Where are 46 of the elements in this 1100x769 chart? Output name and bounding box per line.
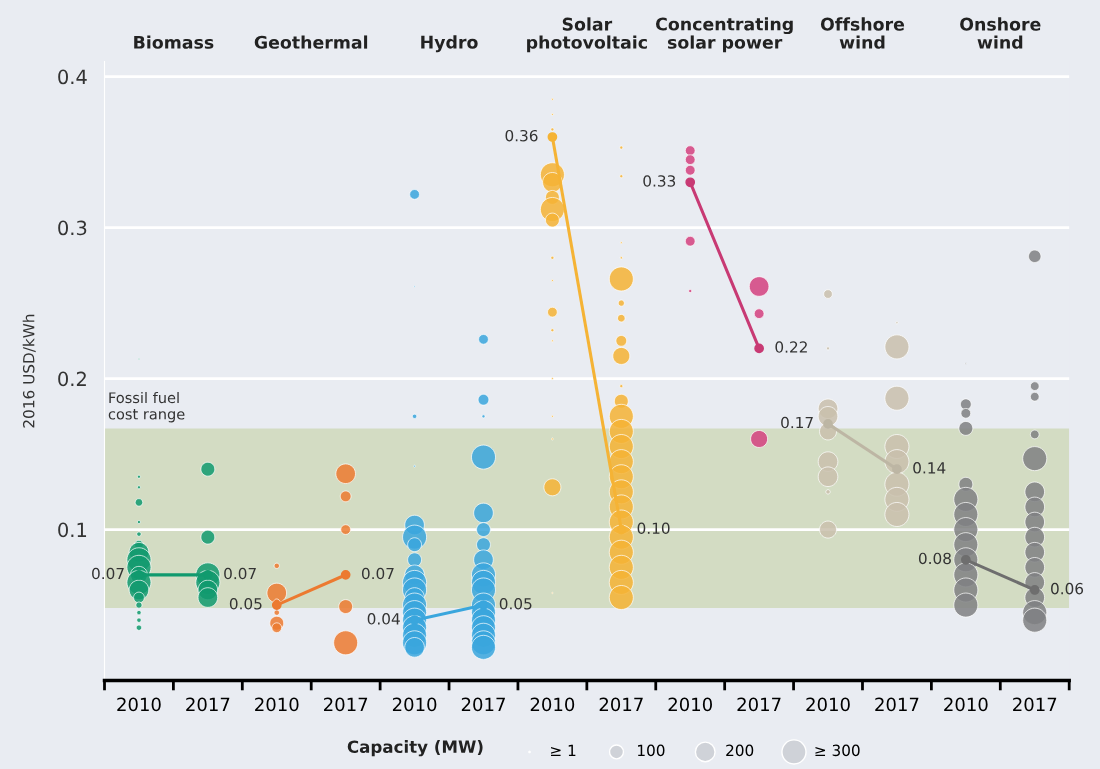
x-tick-label: 2010 <box>944 697 988 712</box>
data-label: 0.06 <box>1051 582 1084 595</box>
y-axis-title: 2016 USD/kWh <box>22 314 36 428</box>
x-tick-label: 2017 <box>324 697 368 712</box>
data-label: 0.33 <box>643 175 676 187</box>
x-tick-label: 2010 <box>806 697 850 712</box>
x-tick-label: 2010 <box>530 697 575 712</box>
text: Onshore wind <box>960 17 1041 49</box>
legend-label: 100 <box>638 744 665 757</box>
data-label: 0.22 <box>775 341 807 353</box>
data-label: 0.10 <box>637 522 670 535</box>
y-tick-label: 0.2 <box>58 371 86 387</box>
text: Solar photovoltaic <box>527 17 647 53</box>
x-tick-label: 2017 <box>186 697 230 712</box>
x-tick-label: 2017 <box>737 697 781 712</box>
y-tick-label: 0.1 <box>58 522 87 538</box>
legend-label: ≥ 300 <box>815 744 860 757</box>
data-label: 0.07 <box>92 567 124 580</box>
text: Offshore wind <box>820 17 905 49</box>
legend-title: Capacity (MW) <box>347 740 483 757</box>
data-label: 0.36 <box>505 129 538 142</box>
legend-label: 200 <box>726 744 754 757</box>
x-tick-label: 2017 <box>599 697 643 712</box>
data-label: 0.08 <box>918 552 951 565</box>
legend-label: ≥ 1 <box>551 744 576 756</box>
text: Geothermal <box>254 35 368 49</box>
x-tick-label: 2010 <box>392 697 437 712</box>
text: Hydro <box>421 35 478 53</box>
data-label: 0.05 <box>229 597 262 610</box>
text: Biomass <box>134 35 214 49</box>
y-tick-label: 0.3 <box>58 220 87 236</box>
text: Concentrating solar power <box>656 17 793 53</box>
data-label: 0.07 <box>224 567 256 580</box>
band-label: Fossil fuel cost range <box>108 391 185 423</box>
x-tick-label: 2010 <box>255 697 299 712</box>
x-tick-label: 2010 <box>668 697 712 712</box>
x-tick-label: 2017 <box>461 697 505 712</box>
data-label: 0.17 <box>781 416 813 429</box>
data-label: 0.07 <box>361 567 394 580</box>
x-tick-label: 2017 <box>1013 697 1057 712</box>
data-label: 0.05 <box>499 597 532 610</box>
y-tick-label: 0.4 <box>58 69 87 85</box>
x-tick-label: 2010 <box>117 697 161 712</box>
data-label: 0.14 <box>913 462 946 474</box>
x-tick-label: 2017 <box>875 697 919 712</box>
data-label: 0.04 <box>367 613 400 625</box>
